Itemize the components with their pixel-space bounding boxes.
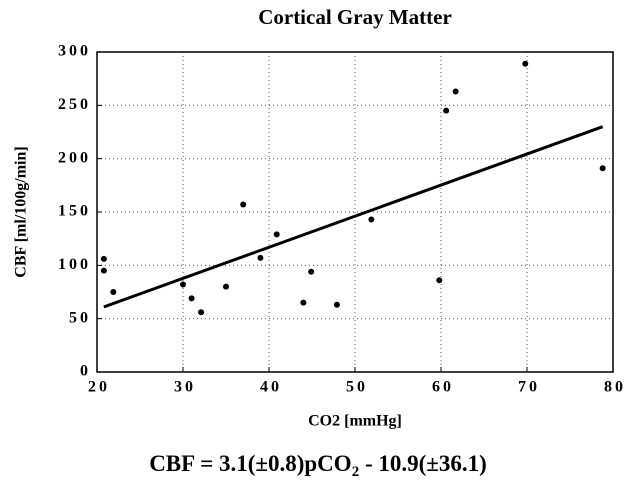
x-tick-label: 40 bbox=[260, 379, 282, 396]
x-tick-label: 50 bbox=[346, 379, 368, 396]
equation-main: CBF = 3.1(±0.8)pCO bbox=[149, 451, 352, 476]
data-point bbox=[198, 309, 205, 316]
x-tick-label: 60 bbox=[432, 379, 454, 396]
x-axis-label: CO2 [mmHg] bbox=[308, 413, 402, 430]
plot-frame bbox=[96, 51, 614, 373]
y-tick-label: 100 bbox=[58, 256, 91, 273]
y-axis-label: CBF [ml/100g/min] bbox=[13, 146, 30, 277]
data-point bbox=[180, 281, 186, 288]
y-tick-label: 0 bbox=[80, 363, 91, 380]
data-point bbox=[333, 301, 340, 308]
data-point bbox=[443, 107, 450, 114]
data-point bbox=[273, 231, 280, 238]
data-point bbox=[452, 88, 459, 95]
x-tick-label: 20 bbox=[88, 379, 110, 396]
data-point bbox=[240, 201, 247, 208]
x-tick-label: 70 bbox=[518, 379, 540, 396]
chart-title: Cortical Gray Matter bbox=[258, 5, 452, 29]
y-tick-label: 250 bbox=[58, 96, 91, 113]
data-point bbox=[436, 277, 443, 284]
y-tick-label: 300 bbox=[58, 43, 91, 60]
x-tick-label: 80 bbox=[604, 379, 626, 396]
data-point bbox=[300, 299, 307, 306]
data-point bbox=[368, 216, 375, 223]
data-point bbox=[223, 283, 229, 290]
data-point bbox=[522, 60, 529, 67]
y-tick-label: 50 bbox=[69, 309, 91, 326]
y-tick-label: 200 bbox=[58, 149, 91, 166]
data-point bbox=[100, 255, 107, 262]
data-point bbox=[188, 295, 195, 302]
data-point bbox=[110, 289, 117, 295]
data-point bbox=[599, 165, 606, 172]
x-tick-label: 30 bbox=[174, 379, 196, 396]
data-point bbox=[100, 267, 107, 274]
data-point bbox=[257, 254, 264, 261]
equation-sub: 2 bbox=[352, 464, 360, 480]
data-point bbox=[308, 268, 315, 275]
equation: CBF = 3.1(±0.8)pCO2 - 10.9(±36.1) bbox=[149, 451, 487, 480]
regression-line bbox=[103, 125, 604, 309]
equation-rest: - 10.9(±36.1) bbox=[359, 451, 487, 476]
y-tick-label: 150 bbox=[58, 203, 91, 220]
